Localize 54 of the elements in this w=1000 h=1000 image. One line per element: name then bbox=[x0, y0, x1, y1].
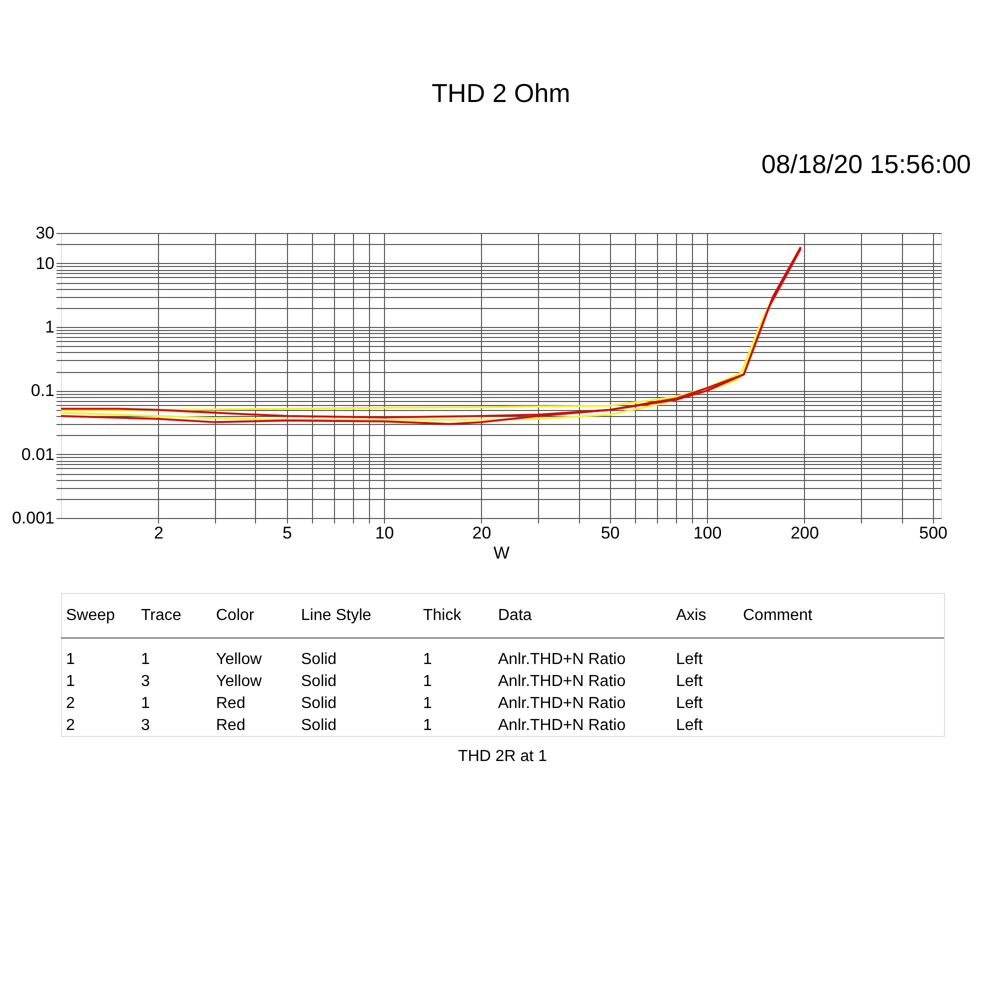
text: Axis bbox=[676, 607, 706, 624]
text: Left bbox=[676, 695, 704, 712]
x-tick-label: 5 bbox=[282, 524, 292, 542]
x-tick-label: 10 bbox=[375, 524, 394, 542]
text: 1 bbox=[66, 651, 75, 668]
y-tick-label: 0.1 bbox=[30, 381, 54, 400]
text: Left bbox=[676, 717, 704, 734]
text: Solid bbox=[301, 673, 337, 690]
text: Red bbox=[216, 717, 246, 734]
text: 1 bbox=[423, 717, 432, 734]
text: 1 bbox=[423, 673, 432, 690]
x-axis-title: W bbox=[493, 544, 510, 562]
x-tick-label: 100 bbox=[693, 524, 722, 542]
x-tick-label: 2 bbox=[154, 524, 164, 542]
text: Yellow bbox=[216, 673, 262, 690]
text: Line Style bbox=[301, 607, 372, 624]
text: Solid bbox=[301, 651, 337, 668]
text: Anlr.THD+N Ratio bbox=[498, 717, 626, 734]
text: 1 bbox=[141, 651, 150, 668]
text: 2 bbox=[66, 695, 75, 712]
x-tick-label: 200 bbox=[790, 524, 819, 542]
text: Anlr.THD+N Ratio bbox=[498, 695, 626, 712]
x-tick-label: 50 bbox=[600, 524, 620, 542]
text: Left bbox=[676, 673, 704, 690]
text: 08/18/20 15:56:00 bbox=[761, 149, 971, 179]
text: 1 bbox=[66, 673, 75, 690]
x-tick-label: 20 bbox=[472, 524, 492, 542]
y-tick-label: 1 bbox=[45, 318, 54, 337]
text: Left bbox=[676, 651, 704, 668]
text: Anlr.THD+N Ratio bbox=[498, 651, 626, 668]
text: Color bbox=[216, 607, 255, 624]
text: Thick bbox=[423, 607, 462, 624]
text: 3 bbox=[141, 717, 150, 734]
text: Yellow bbox=[216, 651, 262, 668]
text: 1 bbox=[141, 695, 150, 712]
text: 1 bbox=[423, 651, 432, 668]
y-tick-label: 10 bbox=[36, 254, 54, 273]
text: Sweep bbox=[66, 607, 116, 624]
text: Anlr.THD+N Ratio bbox=[498, 673, 626, 690]
text: Red bbox=[216, 695, 246, 712]
text: THD 2R at 1 bbox=[458, 748, 548, 765]
text: Comment bbox=[743, 607, 813, 624]
y-tick-label: 0.001 bbox=[12, 508, 54, 528]
chart-title: THD 2 Ohm bbox=[432, 78, 570, 108]
text: Data bbox=[498, 607, 532, 624]
text: Solid bbox=[301, 717, 337, 734]
text: Trace bbox=[141, 607, 182, 624]
text: 2 bbox=[66, 717, 75, 734]
y-tick-label: 30 bbox=[36, 224, 54, 242]
text: 1 bbox=[423, 695, 432, 712]
text: 3 bbox=[141, 673, 150, 690]
x-tick-label: 500 bbox=[919, 524, 948, 542]
y-tick-label: 0.01 bbox=[21, 444, 54, 464]
text: Solid bbox=[301, 695, 337, 712]
